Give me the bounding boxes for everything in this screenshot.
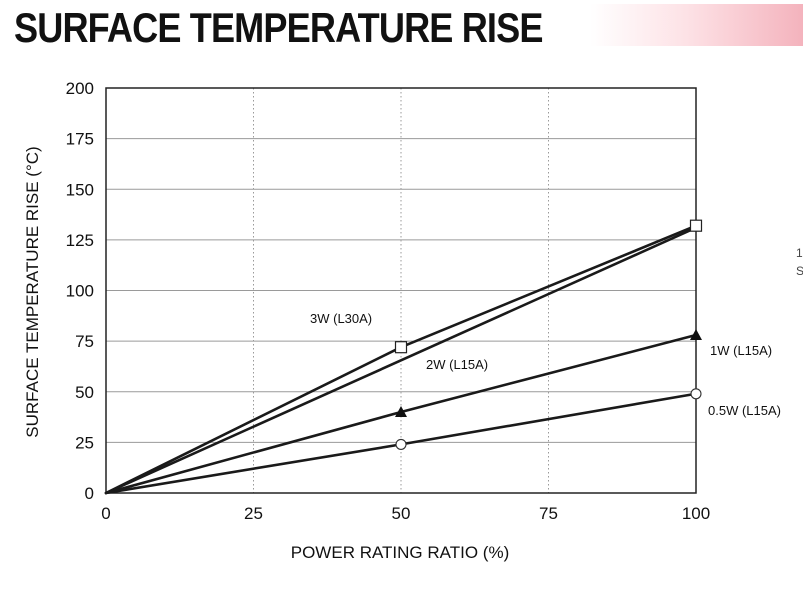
series-label: 0.5W (L15A) <box>708 403 781 418</box>
header-gradient-band <box>590 4 803 46</box>
data-point-square <box>394 341 408 354</box>
data-point-square <box>689 219 703 232</box>
y-axis-title: SURFACE TEMPERATURE RISE (°C) <box>23 146 42 437</box>
x-tick-label: 75 <box>539 504 558 523</box>
y-tick-label: 200 <box>66 79 94 98</box>
series-label: 2W (L15A) <box>426 357 488 372</box>
plot-frame <box>105 87 697 494</box>
y-tick-label: 0 <box>85 484 94 503</box>
y-tick-label: 175 <box>66 130 94 149</box>
y-tick-label: 75 <box>75 332 94 351</box>
x-tick-label: 0 <box>101 504 110 523</box>
x-tick-label: 25 <box>244 504 263 523</box>
series-label: 1W (L15A) <box>710 343 772 358</box>
data-point-triangle <box>690 329 702 341</box>
data-point-circle <box>395 438 407 450</box>
y-tick-label: 100 <box>66 282 94 301</box>
y-tick-label: 50 <box>75 383 94 402</box>
y-tick-label: 150 <box>66 180 94 199</box>
data-point-circle <box>690 388 702 400</box>
series-line-0 <box>104 226 698 495</box>
data-point-triangle <box>395 406 407 417</box>
x-tick-label: 100 <box>682 504 710 523</box>
marker-layer <box>394 219 703 450</box>
y-tick-label: 25 <box>75 433 94 452</box>
axis-layer <box>105 87 697 494</box>
y-tick-label: 125 <box>66 231 94 250</box>
series-label: 3W (L30A) <box>310 311 372 326</box>
label-layer: 0 25 50 75 100 125 150 175 200 0 25 50 75 100 3W (L30A… <box>66 79 781 523</box>
x-axis-title: POWER RATING RATIO (%) <box>291 543 509 562</box>
grid-layer <box>106 88 696 493</box>
page-title: SURFACE TEMPERATURE RISE <box>14 4 543 51</box>
x-tick-label: 50 <box>392 504 411 523</box>
cropped-edge-mark: 1 <box>796 246 803 260</box>
cropped-edge-mark: S <box>796 264 803 278</box>
